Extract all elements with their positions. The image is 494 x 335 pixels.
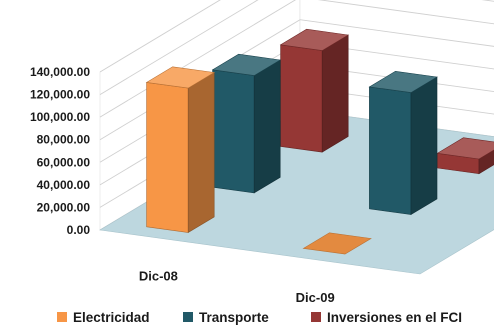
legend-swatch [311,312,321,322]
y-tick-label: 60,000.00 [37,155,91,169]
x-category-label: Dic-09 [296,290,335,305]
legend-label: Electricidad [73,310,150,325]
bar-electricidad-0 [145,66,216,234]
legend-item: Electricidad [57,310,150,325]
legend-swatch [183,312,193,322]
bar-inversiones-en-el-fci-0 [279,28,350,153]
gridline [99,0,494,95]
bar-transporte-0 [211,53,282,194]
legend-label: Transporte [199,310,269,325]
bar-transporte-1 [368,70,438,216]
legend-label: Inversiones en el FCI [327,310,462,325]
y-tick-label: 80,000.00 [37,133,91,147]
legend: Electricidad Transporte Inversiones en el … [57,310,462,325]
legend-item: Transporte [183,310,269,325]
bars [145,28,494,255]
x-axis-categories: Dic-08 Dic-09 [139,268,335,305]
legend-item: Inversiones en el FCI [311,310,462,325]
gridline [99,0,221,73]
bar-electricidad-1 [302,232,372,255]
y-tick-label: 120,000.00 [30,88,90,102]
y-tick-label: 40,000.00 [37,178,91,192]
y-tick-label: 20,000.00 [37,200,91,214]
y-tick-label: 100,000.00 [30,110,90,124]
bar-inversiones-en-el-fci-1 [436,137,494,175]
y-tick-label: 0.00 [67,223,91,237]
y-axis-ticks: 0.00 20,000.00 40,000.00 60,000.00 80,000.00… [30,65,90,237]
x-category-label: Dic-08 [139,268,178,283]
legend-swatch [57,312,67,322]
y-tick-label: 140,000.00 [30,65,90,79]
